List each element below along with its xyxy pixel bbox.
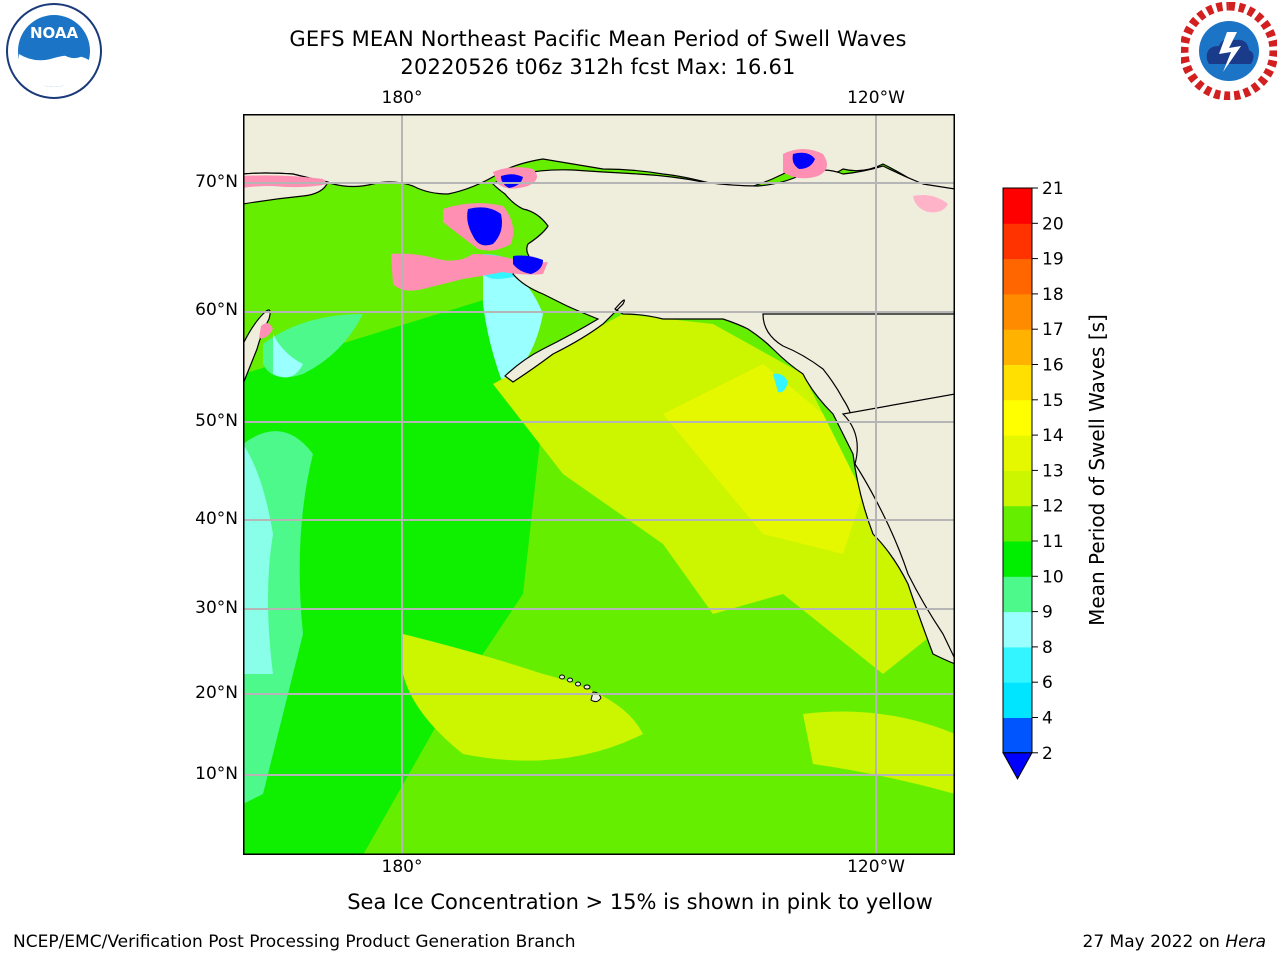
chart-title: GEFS MEAN Northeast Pacific Mean Period … [289, 27, 907, 51]
colorbar-segment [1003, 364, 1032, 401]
colorbar: 2 4 6 8 9 10 11 12 13 14 15 16 17 18 19 20 21 [1002, 180, 1064, 780]
colorbar-segment [1003, 717, 1032, 754]
colorbar-tick-label: 6 [1042, 673, 1053, 693]
colorbar-segment [1003, 646, 1032, 683]
colorbar-segment [1003, 258, 1032, 295]
colorbar-segment [1003, 470, 1032, 507]
lon-label-180-bottom: 180° [381, 857, 423, 877]
lat-label-10n: 10°N [195, 764, 238, 784]
lon-label-180-top: 180° [381, 88, 423, 108]
land [243, 114, 955, 855]
colorbar-segment [1003, 399, 1032, 436]
colorbar-tick-label: 2 [1042, 744, 1053, 764]
map-panel [243, 114, 955, 855]
colorbar-tick-label: 17 [1042, 320, 1064, 340]
colorbar-segment [1003, 293, 1032, 330]
colorbar-tick-label: 12 [1042, 497, 1064, 517]
colorbar-segment [1003, 505, 1032, 542]
colorbar-tick-label: 10 [1042, 567, 1064, 587]
credit-machine: Hera [1225, 932, 1266, 952]
sea-ice-note: Sea Ice Concentration > 15% is shown in … [347, 890, 933, 914]
colorbar-segment [1003, 611, 1032, 648]
lat-label-20n: 20°N [195, 683, 238, 703]
lon-label-120w-bottom: 120°W [847, 857, 905, 877]
lon-label-120w-top: 120°W [847, 88, 905, 108]
lat-label-60n: 60°N [195, 300, 238, 320]
nws-logo [1179, 1, 1279, 104]
graticule [243, 114, 955, 855]
colorbar-tick-label: 14 [1042, 426, 1064, 446]
lat-label-70n: 70°N [195, 172, 238, 192]
credit-left: NCEP/EMC/Verification Post Processing Pr… [13, 932, 576, 952]
lat-label-40n: 40°N [195, 509, 238, 529]
colorbar-tick-label: 18 [1042, 285, 1064, 305]
colorbar-segment [1003, 435, 1032, 471]
colorbar-tick-label: 11 [1042, 532, 1064, 552]
colorbar-segment [1003, 541, 1032, 577]
colorbar-tick-label: 20 [1042, 214, 1064, 234]
colorbar-segment [1003, 576, 1032, 613]
credit-date: 27 May 2022 on [1082, 932, 1220, 952]
svg-text:NOAA: NOAA [30, 24, 79, 42]
chart-subtitle: 20220526 t06z 312h fcst Max: 16.61 [400, 55, 796, 79]
colorbar-tick-label: 13 [1042, 461, 1064, 481]
credit-right: 27 May 2022 on Hera [1083, 932, 1267, 952]
colorbar-tick-label: 21 [1042, 180, 1064, 199]
noaa-logo: NOAA [5, 2, 103, 104]
colorbar-tick-label: 15 [1042, 391, 1064, 411]
colorbar-segment [1003, 223, 1032, 260]
colorbar-segment [1003, 329, 1032, 365]
colorbar-tick-label: 16 [1042, 356, 1064, 376]
colorbar-segment [1003, 188, 1032, 224]
colorbar-under-triangle [1002, 752, 1033, 780]
colorbar-tick-label: 19 [1042, 250, 1064, 270]
colorbar-tick-label: 9 [1042, 603, 1053, 623]
sea-ice [243, 149, 948, 393]
lat-label-30n: 30°N [195, 598, 238, 618]
swell-period-field [243, 254, 955, 855]
map-frame [243, 114, 955, 855]
colorbar-label: Mean Period of Swell Waves [s] [1085, 314, 1109, 626]
lat-label-50n: 50°N [195, 411, 238, 431]
colorbar-tick-label: 4 [1042, 709, 1053, 729]
colorbar-tick-label: 8 [1042, 638, 1053, 658]
colorbar-segment [1003, 682, 1032, 718]
